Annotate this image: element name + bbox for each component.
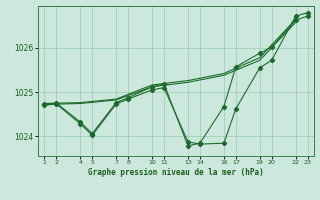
X-axis label: Graphe pression niveau de la mer (hPa): Graphe pression niveau de la mer (hPa) (88, 168, 264, 177)
